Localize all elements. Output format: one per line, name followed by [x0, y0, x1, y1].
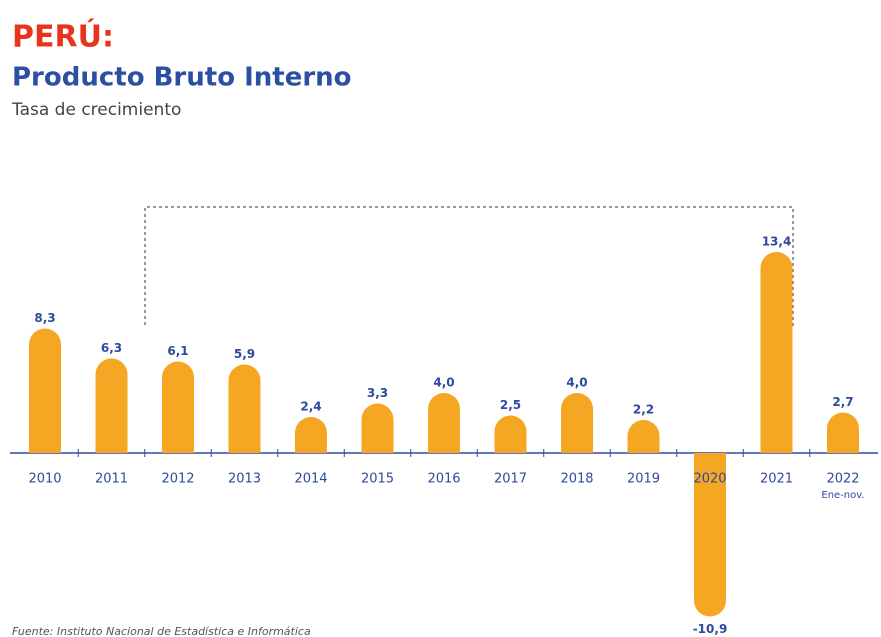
value-label: 3,3	[367, 386, 388, 400]
x-tick-label: 2011	[95, 472, 128, 487]
bar	[494, 415, 527, 453]
annotation: Ene-nov.	[821, 490, 864, 501]
bar	[561, 393, 593, 453]
x-tick-label: 2017	[494, 472, 527, 487]
x-tick-label: 2010	[28, 472, 61, 487]
value-label: 2,7	[832, 395, 853, 409]
value-label: 2,5	[500, 398, 521, 412]
x-tick-label: 2022	[826, 472, 859, 487]
source: Fuente: Instituto Nacional de Estadístic…	[12, 625, 311, 637]
x-tick-label: 2016	[427, 472, 460, 487]
value-label: 6,3	[101, 341, 122, 355]
value-label: 4,0	[566, 376, 587, 390]
value-label: 5,9	[234, 347, 255, 361]
x-tick-label: 2018	[560, 472, 593, 487]
bar	[295, 417, 327, 453]
value-label: 4,0	[433, 376, 454, 390]
x-tick-label: 2012	[161, 472, 194, 487]
x-tick-label: 2015	[361, 472, 394, 487]
value-label: 2,4	[300, 400, 321, 414]
value-label: 2,2	[633, 403, 654, 417]
value-label: 13,4	[762, 235, 792, 249]
chart-description: Tasa de crecimiento	[11, 100, 181, 120]
bar	[29, 328, 61, 453]
bar	[627, 420, 660, 453]
x-tick-label: 2020	[693, 472, 726, 487]
bar	[95, 358, 128, 453]
value-label: 6,1	[167, 344, 188, 358]
bar	[760, 252, 793, 453]
bar	[162, 361, 194, 453]
x-tick-label: 2021	[760, 472, 793, 487]
bar	[827, 412, 859, 453]
bracket	[144, 206, 794, 328]
bar	[428, 393, 460, 453]
bar	[694, 453, 726, 617]
value-label: 8,3	[34, 311, 55, 325]
x-tick-label: 2019	[627, 472, 660, 487]
chart-title: PERÚ:	[12, 18, 114, 55]
bar	[228, 364, 261, 453]
bar	[361, 403, 394, 453]
x-tick-label: 2013	[228, 472, 261, 487]
x-tick-label: 2014	[294, 472, 327, 487]
value-label: -10,9	[693, 622, 728, 636]
chart-subtitle: Producto Bruto Interno	[12, 63, 352, 93]
